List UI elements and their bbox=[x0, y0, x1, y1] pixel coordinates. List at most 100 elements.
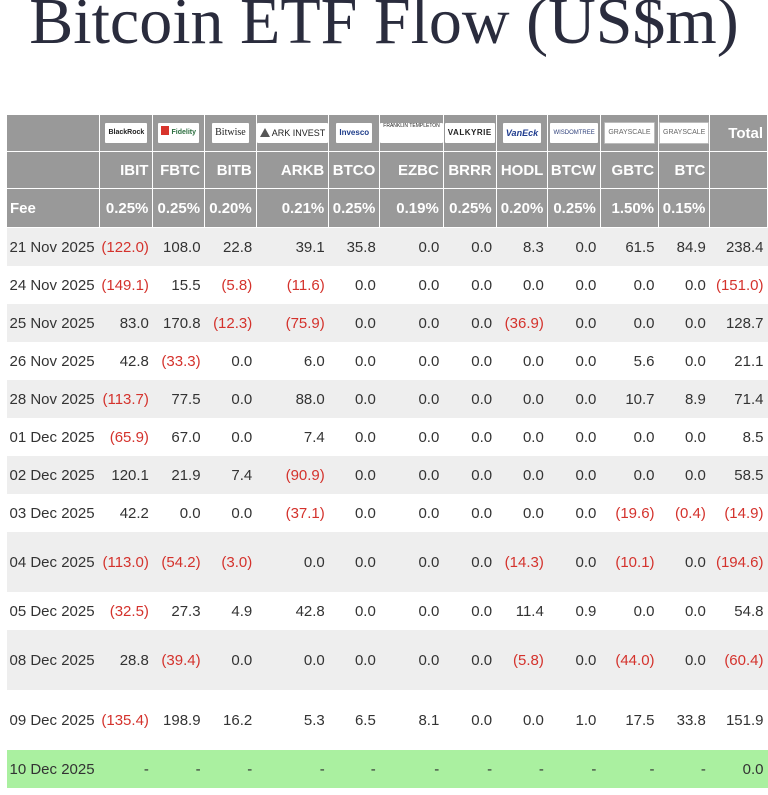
flow-cell: 0.0 bbox=[575, 352, 597, 370]
flow-cell: - bbox=[379, 750, 444, 788]
total-cell: 58.5 bbox=[709, 456, 768, 494]
table-row: 01 Dec 2025 (65.9) 67.0 0.0 7.4 0.0 0.0 0.0 0.0 0… bbox=[7, 418, 768, 456]
flow-cell: - bbox=[99, 750, 153, 788]
flow-cell: 0.0 bbox=[328, 456, 380, 494]
flow-cell: 11.4 bbox=[515, 602, 544, 620]
flow-cell: 0.0 bbox=[547, 304, 601, 342]
flow-cell: 16.2 bbox=[223, 711, 253, 729]
flow-cell: (19.6) bbox=[615, 504, 655, 522]
fee-cell: 0.19% bbox=[379, 188, 444, 228]
flow-cell: 0.0 bbox=[354, 428, 376, 446]
flow-cell: 0.0 bbox=[354, 504, 376, 522]
table-row: 04 Dec 2025 (113.0) (54.2) (3.0) 0.0 0.0 0.0 0.… bbox=[6, 532, 768, 592]
flow-cell: 0.0 bbox=[471, 602, 493, 620]
flow-cell: - bbox=[658, 750, 710, 788]
flow-cell: (65.9) bbox=[109, 428, 149, 446]
flow-cell: 21.9 bbox=[152, 456, 205, 494]
date-cell: 01 Dec 2025 bbox=[9, 428, 95, 446]
table-row: 02 Dec 2025 120.1 21.9 7.4 (90.9) 0.0 0.0 0.0 0.… bbox=[6, 456, 768, 494]
flow-cell: 0.0 bbox=[204, 380, 257, 418]
flow-cell: 0.0 bbox=[204, 630, 257, 690]
flow-cell: - bbox=[496, 750, 548, 788]
flow-cell: - bbox=[256, 750, 329, 788]
flow-cell: 0.0 bbox=[418, 602, 440, 620]
flow-cell: 0.0 bbox=[684, 352, 706, 370]
ticker-header: HODL bbox=[495, 151, 549, 189]
fidelity-logo: Fidelity bbox=[158, 123, 199, 143]
fee-cell: 0.25% bbox=[152, 188, 206, 228]
flow-cell: (54.2) bbox=[152, 532, 205, 592]
flow-cell: (5.8) bbox=[496, 630, 548, 690]
ticker-header: FBTC bbox=[152, 151, 206, 189]
flow-cell: 6.0 bbox=[303, 352, 325, 370]
flow-cell: 0.0 bbox=[522, 504, 544, 522]
flow-cell: 0.0 bbox=[471, 428, 493, 446]
flow-cell: 0.0 bbox=[354, 602, 376, 620]
ticker-header: BTCW bbox=[547, 151, 601, 189]
table-row: 09 Dec 2025 (135.4) 198.9 16.2 5.3 6.5 8.1 0.0 0… bbox=[7, 690, 768, 750]
total-cell: 238.4 bbox=[709, 227, 768, 266]
flow-cell: (44.0) bbox=[600, 630, 659, 690]
flow-cell: 0.0 bbox=[443, 630, 497, 690]
flow-cell: (10.1) bbox=[600, 532, 659, 592]
flow-cell: 0.0 bbox=[522, 711, 544, 729]
flow-cell: 0.0 bbox=[522, 276, 544, 294]
date-cell: 09 Dec 2025 bbox=[9, 711, 95, 729]
fee-cell: 1.50% bbox=[599, 188, 660, 228]
flow-cell: (3.0) bbox=[204, 532, 257, 592]
date-cell: 10 Dec 2025 bbox=[6, 750, 100, 788]
flow-cell: 170.8 bbox=[152, 304, 205, 342]
flow-cell: 61.5 bbox=[600, 227, 659, 266]
ticker-header: BRRR bbox=[442, 151, 497, 189]
flow-cell: 0.0 bbox=[547, 630, 601, 690]
flow-cell: 0.0 bbox=[418, 504, 440, 522]
fee-cell: 0.20% bbox=[495, 188, 549, 228]
flow-cell: (14.3) bbox=[496, 532, 548, 592]
flow-cell: 0.0 bbox=[379, 532, 444, 592]
blackrock-logo: BlackRock bbox=[105, 123, 148, 143]
flow-cell: 28.8 bbox=[99, 630, 153, 690]
ark-triangle-icon bbox=[259, 128, 270, 137]
ark-logo: ARK INVEST bbox=[256, 123, 329, 143]
flow-cell: 8.3 bbox=[496, 227, 548, 266]
fee-cell: 0.20% bbox=[204, 188, 257, 228]
flow-cell: 0.0 bbox=[575, 276, 597, 294]
flow-cell: - bbox=[547, 750, 601, 788]
flow-cell: 42.8 bbox=[295, 602, 325, 620]
flow-cell: - bbox=[204, 750, 257, 788]
flow-cell: 0.0 bbox=[658, 304, 710, 342]
flow-cell: (5.8) bbox=[221, 276, 253, 294]
flow-cell: (11.6) bbox=[286, 276, 325, 294]
flow-cell: 0.0 bbox=[496, 456, 548, 494]
ticker-header: ARKB bbox=[255, 151, 330, 189]
date-cell: 04 Dec 2025 bbox=[6, 532, 100, 592]
flow-cell: 7.4 bbox=[303, 428, 325, 446]
fee-cell: 0.15% bbox=[658, 188, 711, 228]
fee-cell: 0.25% bbox=[547, 188, 601, 228]
flow-cell: 4.9 bbox=[231, 602, 253, 620]
flow-cell: 0.0 bbox=[443, 227, 497, 266]
flow-cell: 33.8 bbox=[676, 711, 706, 729]
flow-cell: 42.2 bbox=[119, 504, 149, 522]
date-cell: 25 Nov 2025 bbox=[6, 304, 100, 342]
flow-cell: (113.7) bbox=[99, 380, 153, 418]
ticker-header: BITB bbox=[204, 151, 257, 189]
flow-cell: 0.0 bbox=[633, 276, 655, 294]
date-cell: 24 Nov 2025 bbox=[9, 276, 95, 294]
total-cell: 21.1 bbox=[734, 352, 764, 370]
flow-cell: 0.0 bbox=[658, 630, 710, 690]
flow-cell: (39.4) bbox=[152, 630, 205, 690]
flow-cell: 0.0 bbox=[471, 711, 493, 729]
invesco-logo: Invesco bbox=[336, 123, 373, 143]
flow-cell: - bbox=[328, 750, 380, 788]
grayscale-mini-logo: GRAYSCALE bbox=[659, 122, 710, 144]
flow-cell: 0.0 bbox=[547, 227, 601, 266]
total-cell: (14.9) bbox=[724, 504, 764, 522]
flow-cell: (0.4) bbox=[674, 504, 706, 522]
total-cell: 151.9 bbox=[725, 711, 764, 729]
bitwise-logo: Bitwise bbox=[212, 123, 249, 143]
total-cell: 54.8 bbox=[734, 602, 764, 620]
flow-cell: (135.4) bbox=[101, 711, 149, 729]
flow-cell: - bbox=[152, 750, 205, 788]
flow-cell: 0.0 bbox=[418, 276, 440, 294]
